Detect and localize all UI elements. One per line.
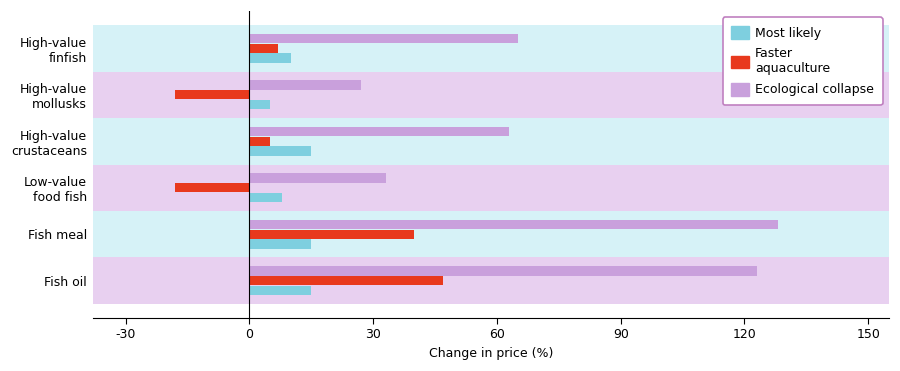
Bar [93,257,889,304]
Bar [249,193,283,202]
Bar [249,34,518,43]
Bar [176,90,249,99]
Bar [249,220,778,229]
Bar [93,72,889,118]
Bar [249,81,361,90]
Bar [249,44,278,53]
Bar [249,230,415,239]
Bar [249,100,270,109]
Bar [93,164,889,211]
Bar [93,118,889,164]
X-axis label: Change in price (%): Change in price (%) [428,347,553,360]
Bar [249,137,270,146]
Bar [93,211,889,257]
Bar [249,53,291,63]
Legend: Most likely, Faster
aquaculture, Ecological collapse: Most likely, Faster aquaculture, Ecologi… [723,17,883,105]
Bar [249,173,385,183]
Bar [249,239,311,249]
Bar [249,276,444,285]
Bar [93,25,889,72]
Bar [249,147,311,156]
Bar [249,266,757,276]
Bar [249,286,311,295]
Bar [176,183,249,193]
Bar [249,127,509,136]
